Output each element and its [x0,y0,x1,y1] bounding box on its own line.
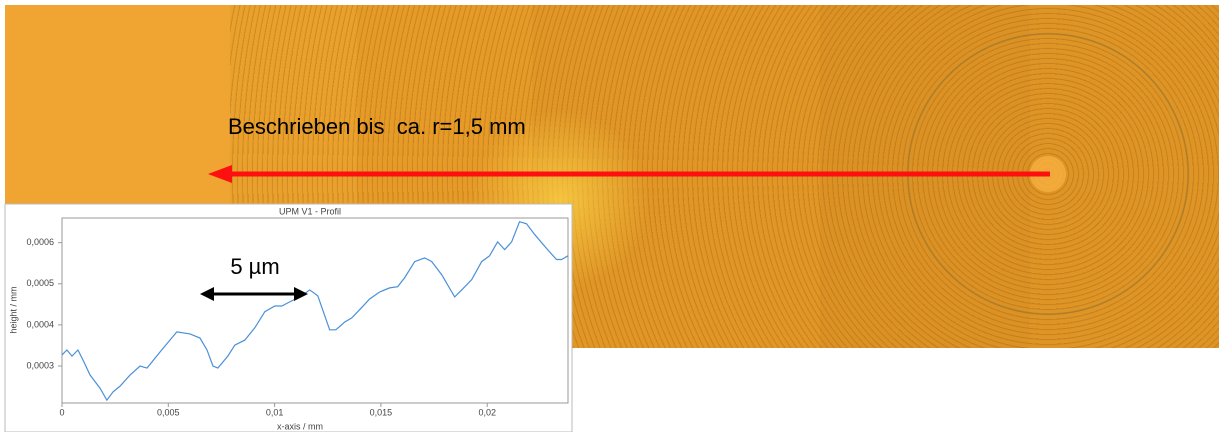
y-axis-label: height / mm [8,286,18,333]
x-tick-label: 0,005 [157,407,180,417]
chart-title: UPM V1 - Profil [279,206,341,216]
y-tick-label: 0,0003 [26,360,54,370]
plot-area [61,217,569,404]
y-tick-label: 0,0006 [26,237,54,247]
x-tick-label: 0,01 [266,407,284,417]
x-tick-label: 0,02 [478,407,496,417]
scale-arrow-head [294,287,308,301]
y-tick-label: 0,0005 [26,278,54,288]
x-tick-label: 0,015 [370,407,393,417]
arrow-head [208,165,232,183]
x-tick-label: 0 [59,407,64,417]
y-tick-label: 0,0004 [26,319,54,329]
scale-arrow-head [200,287,214,301]
chart-annotation: 5 µm [230,254,279,279]
x-axis-label: x-axis / mm [277,421,323,431]
chart-frame [4,203,573,432]
annotation: Beschrieben bis ca. r=1,5 mm [228,114,526,139]
profile-line [61,220,569,402]
chart: UPM V1 - Profil x-axis / mm height / mm … [4,203,573,432]
